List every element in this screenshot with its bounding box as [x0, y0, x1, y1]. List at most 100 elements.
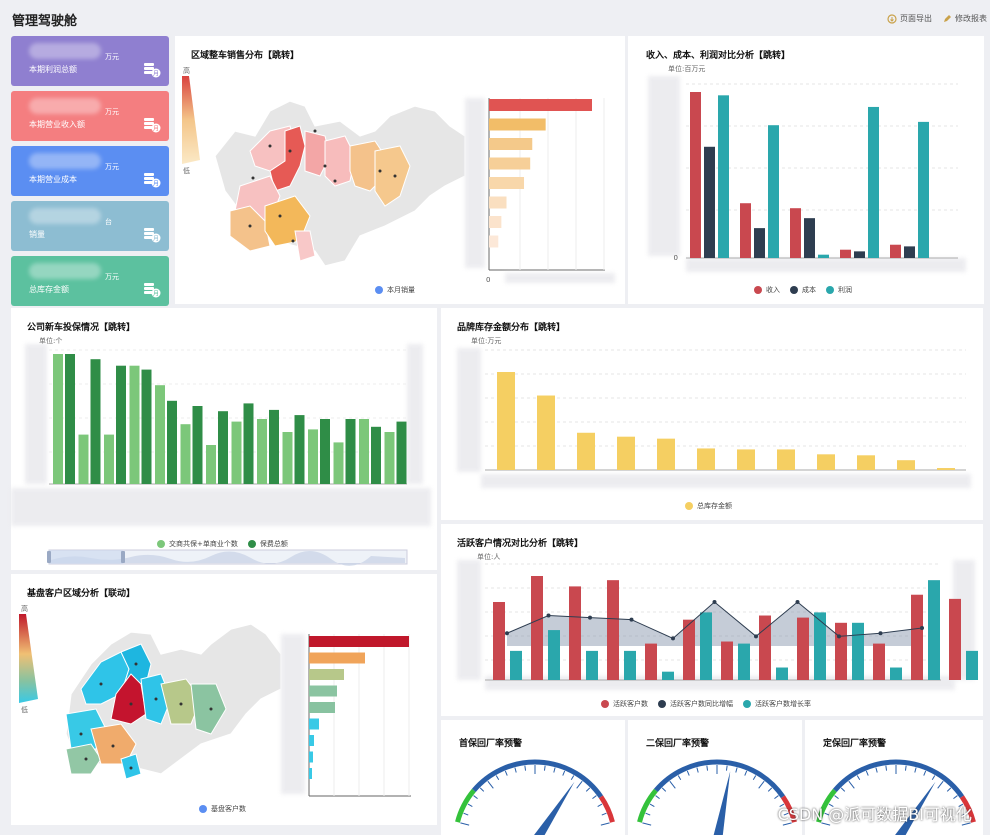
new-car-bar[interactable]: [269, 409, 279, 484]
province-map[interactable]: [214, 100, 466, 267]
brand-bar[interactable]: [697, 448, 715, 470]
legend-item[interactable]: 利润: [826, 285, 852, 295]
customer-region-title[interactable]: 基盘客户区域分析【联动】: [27, 589, 136, 599]
new-car-bar[interactable]: [294, 415, 305, 484]
finance-bar[interactable]: [690, 92, 701, 258]
growth-bar[interactable]: [548, 630, 560, 680]
legend-item[interactable]: 本月销量: [375, 285, 415, 295]
new-car-bar[interactable]: [384, 432, 395, 484]
growth-bar[interactable]: [510, 650, 522, 680]
zoom-slider-window[interactable]: [49, 550, 123, 564]
finance-bar[interactable]: [918, 121, 929, 258]
gauge-needle[interactable]: [712, 771, 731, 835]
region-ranking-bar[interactable]: [489, 118, 546, 131]
customer-ranking-bar[interactable]: [309, 735, 314, 746]
zoom-handle-right[interactable]: [121, 551, 125, 563]
brand-bar[interactable]: [817, 454, 835, 470]
yoy-point[interactable]: [837, 634, 841, 639]
kpi-card[interactable]: 万元 总库存金额月: [11, 256, 169, 306]
province-map[interactable]: [65, 623, 282, 780]
region-ranking-bar[interactable]: [489, 99, 592, 111]
brand-bar[interactable]: [737, 449, 755, 470]
export-button[interactable]: 页面导出: [887, 13, 932, 24]
growth-bar[interactable]: [776, 667, 788, 680]
customer-ranking-bar[interactable]: [309, 768, 312, 779]
growth-bar[interactable]: [890, 667, 902, 680]
new-car-bar[interactable]: [359, 419, 369, 484]
growth-bar[interactable]: [700, 612, 712, 680]
finance-bar[interactable]: [754, 228, 765, 258]
growth-bar[interactable]: [966, 650, 978, 680]
growth-bar[interactable]: [928, 580, 940, 680]
new-car-bar[interactable]: [396, 421, 407, 484]
new-car-bar[interactable]: [218, 411, 228, 484]
active-bar[interactable]: [645, 643, 657, 680]
new-car-bar[interactable]: [345, 419, 356, 484]
gauge-needle[interactable]: [892, 781, 936, 835]
kpi-card[interactable]: 万元 本期营业收入额月: [11, 91, 169, 141]
new-car-bar[interactable]: [141, 369, 152, 484]
yoy-point[interactable]: [588, 615, 592, 620]
legend-item[interactable]: 收入: [754, 285, 780, 295]
new-car-bar[interactable]: [257, 419, 267, 484]
customer-ranking-bar[interactable]: [309, 702, 335, 713]
yoy-point[interactable]: [712, 600, 717, 604]
new-car-bar[interactable]: [65, 354, 75, 484]
legend-item[interactable]: 交商共保+单商业个数: [157, 539, 238, 549]
yoy-point[interactable]: [629, 617, 634, 622]
new-car-bar[interactable]: [192, 406, 203, 484]
yoy-point[interactable]: [546, 613, 551, 618]
finance-bar[interactable]: [804, 218, 815, 258]
yoy-point[interactable]: [795, 600, 800, 604]
new-car-bar[interactable]: [180, 424, 191, 484]
finance-bar[interactable]: [718, 95, 729, 258]
finance-bar[interactable]: [890, 244, 901, 258]
brand-bar[interactable]: [497, 372, 515, 470]
active-bar[interactable]: [721, 641, 733, 680]
growth-bar[interactable]: [586, 650, 598, 680]
customer-ranking-bar[interactable]: [309, 685, 337, 697]
yoy-point[interactable]: [920, 626, 924, 630]
active-bar[interactable]: [683, 619, 695, 680]
legend-item[interactable]: 活跃客户数: [601, 699, 648, 709]
new-car-bar[interactable]: [206, 445, 216, 484]
active-bar[interactable]: [873, 643, 885, 680]
gauge-needle[interactable]: [531, 781, 575, 835]
region-ranking-bar[interactable]: [489, 235, 499, 248]
active-bar[interactable]: [835, 622, 847, 680]
finance-bar[interactable]: [790, 208, 801, 258]
legend-item[interactable]: 保费总额: [247, 539, 288, 549]
growth-bar[interactable]: [852, 622, 864, 680]
new-car-bar[interactable]: [129, 365, 140, 484]
new-car-bar[interactable]: [308, 429, 318, 484]
customer-ranking-bar[interactable]: [309, 751, 313, 763]
region-ranking-bar[interactable]: [489, 196, 507, 209]
new-car-bar[interactable]: [333, 442, 344, 484]
brand-bar[interactable]: [777, 449, 795, 470]
brand-inventory-title[interactable]: 品牌库存金额分布【跳转】: [457, 323, 566, 333]
active-bar[interactable]: [949, 598, 961, 680]
finance-bar[interactable]: [704, 146, 715, 258]
scale-gradient[interactable]: [19, 614, 38, 703]
brand-bar[interactable]: [617, 436, 635, 470]
growth-bar[interactable]: [738, 643, 750, 680]
yoy-point[interactable]: [878, 631, 883, 636]
legend-item[interactable]: 活跃客户数增长率: [743, 699, 811, 709]
growth-bar[interactable]: [814, 612, 826, 680]
legend-item[interactable]: 基盘客户数: [199, 804, 246, 814]
brand-bar[interactable]: [857, 455, 875, 470]
new-car-bar[interactable]: [243, 403, 254, 484]
active-bar[interactable]: [493, 602, 505, 680]
zoom-handle-left[interactable]: [47, 551, 51, 563]
customer-ranking-bar[interactable]: [309, 636, 409, 647]
region-ranking-bar[interactable]: [489, 177, 525, 189]
yoy-point[interactable]: [754, 634, 758, 639]
legend-item[interactable]: 成本: [790, 285, 816, 295]
finance-bar[interactable]: [740, 203, 751, 258]
growth-bar[interactable]: [662, 671, 674, 680]
new-car-bar[interactable]: [282, 432, 293, 484]
new-car-bar[interactable]: [116, 365, 126, 484]
region-sales-title[interactable]: 区域整车销售分布【跳转】: [191, 51, 300, 61]
edit-report-button[interactable]: 修改报表: [942, 13, 987, 24]
brand-bar[interactable]: [937, 468, 955, 470]
